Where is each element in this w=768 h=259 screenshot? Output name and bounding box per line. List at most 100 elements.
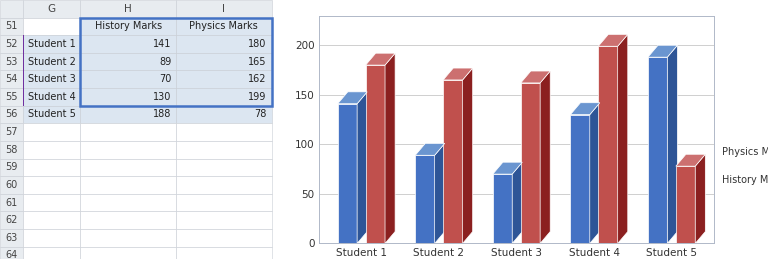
Bar (0, 176, 23, 194)
Bar (676, 166, 695, 243)
Text: I: I (222, 4, 225, 14)
Text: 70: 70 (159, 74, 171, 84)
Bar (81, 229, 176, 247)
Text: History Marks: History Marks (722, 175, 768, 185)
Bar (598, 46, 617, 243)
Text: 61: 61 (5, 198, 18, 207)
Text: 59: 59 (5, 162, 18, 172)
Text: Student 4: Student 4 (28, 92, 75, 102)
Bar (366, 65, 385, 243)
Polygon shape (443, 68, 472, 80)
Text: Student 2: Student 2 (28, 57, 75, 67)
Bar (415, 155, 435, 243)
Text: Physics Marks: Physics Marks (190, 21, 258, 31)
Bar (23, 70, 81, 88)
Text: 162: 162 (248, 74, 266, 84)
Text: Student 1: Student 1 (28, 39, 75, 49)
Bar (81, 123, 176, 141)
Bar (0, 247, 23, 259)
Text: 64: 64 (5, 250, 18, 259)
Bar (521, 83, 540, 243)
Polygon shape (415, 143, 445, 155)
Text: 51: 51 (5, 21, 18, 31)
Text: 180: 180 (248, 39, 266, 49)
Polygon shape (357, 92, 367, 243)
Text: 78: 78 (254, 110, 266, 119)
Bar (0, 123, 23, 141)
Bar (493, 174, 512, 243)
Bar (81, 141, 176, 159)
Bar (81, 159, 176, 176)
Bar (81, 247, 176, 259)
Bar (81, 18, 272, 106)
Bar (23, 194, 81, 211)
Bar (23, 106, 81, 123)
Bar (81, 211, 176, 229)
Bar (443, 80, 462, 243)
Polygon shape (435, 143, 445, 243)
Bar (23, 35, 81, 53)
Bar (176, 106, 272, 123)
Text: 60: 60 (5, 180, 18, 190)
Text: 188: 188 (153, 110, 171, 119)
Polygon shape (667, 45, 677, 243)
Bar (81, 18, 176, 35)
Bar (0, 0, 23, 18)
Bar (0, 106, 23, 123)
Text: 55: 55 (5, 92, 18, 102)
Bar (81, 35, 176, 53)
Polygon shape (695, 154, 705, 243)
Bar (176, 229, 272, 247)
Polygon shape (521, 71, 550, 83)
Polygon shape (648, 45, 677, 57)
Bar (176, 211, 272, 229)
Text: 52: 52 (5, 39, 18, 49)
Text: 53: 53 (5, 57, 18, 67)
Bar (0, 88, 23, 106)
Bar (81, 53, 176, 70)
Bar (23, 176, 81, 194)
Text: 54: 54 (5, 74, 18, 84)
Bar (23, 88, 81, 106)
Bar (0, 18, 23, 35)
Bar (23, 0, 81, 18)
Bar (176, 247, 272, 259)
Bar (81, 106, 176, 123)
Polygon shape (540, 71, 550, 243)
Bar (176, 70, 272, 88)
Text: 165: 165 (248, 57, 266, 67)
Bar (176, 176, 272, 194)
Text: H: H (124, 4, 132, 14)
Bar (0, 53, 23, 70)
Polygon shape (385, 53, 395, 243)
Bar (23, 141, 81, 159)
Text: 56: 56 (5, 110, 18, 119)
Text: Student 3: Student 3 (28, 74, 75, 84)
Bar (176, 141, 272, 159)
Bar (338, 104, 357, 243)
Bar (571, 115, 590, 243)
Bar (81, 88, 176, 106)
Text: 62: 62 (5, 215, 18, 225)
Bar (23, 53, 81, 70)
Bar (0, 141, 23, 159)
Bar (0, 159, 23, 176)
Bar (23, 229, 81, 247)
Bar (23, 35, 24, 106)
Bar (176, 88, 272, 106)
Text: G: G (48, 4, 56, 14)
Polygon shape (571, 103, 600, 115)
Bar (176, 53, 272, 70)
Text: 89: 89 (159, 57, 171, 67)
Text: History Marks: History Marks (94, 21, 162, 31)
Polygon shape (338, 92, 367, 104)
Bar (648, 57, 667, 243)
Bar (23, 247, 81, 259)
Bar (0, 211, 23, 229)
Text: 63: 63 (5, 233, 18, 243)
Bar (0, 194, 23, 211)
Polygon shape (493, 162, 522, 174)
Bar (0, 229, 23, 247)
Bar (81, 70, 176, 88)
Text: 130: 130 (153, 92, 171, 102)
